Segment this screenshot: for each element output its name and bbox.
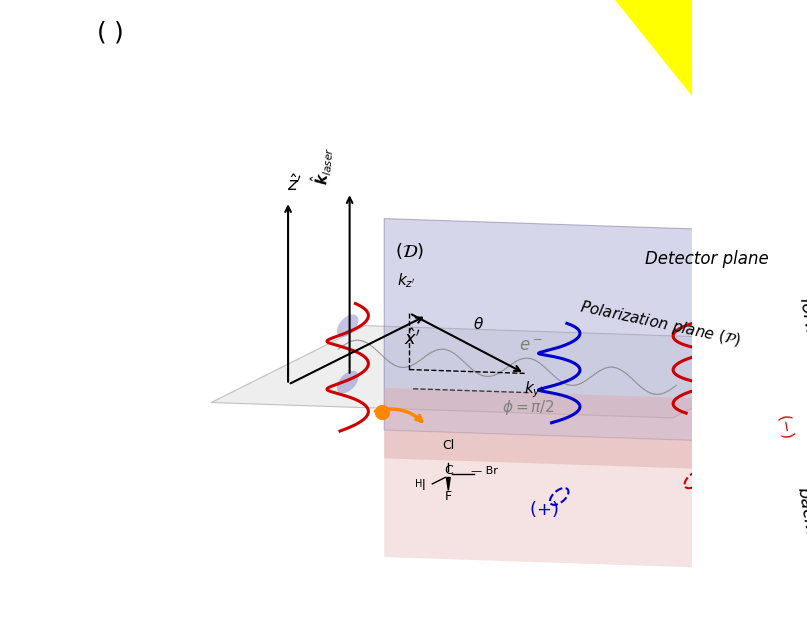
- Polygon shape: [337, 371, 358, 394]
- Text: $\hat{x}'$: $\hat{x}'$: [404, 328, 420, 349]
- Text: $\hat{z}'$: $\hat{z}'$: [287, 174, 302, 195]
- Text: $(-)$: $(-)$: [775, 412, 797, 440]
- Text: $\theta$: $\theta$: [474, 316, 484, 332]
- Text: forward: forward: [795, 297, 807, 369]
- Polygon shape: [211, 326, 807, 418]
- Text: Cl: Cl: [442, 438, 454, 452]
- Text: C: C: [444, 464, 453, 478]
- Polygon shape: [384, 430, 807, 572]
- Text: $(+)$: $(+)$: [529, 499, 558, 519]
- Text: Detector plane: Detector plane: [646, 250, 769, 268]
- Text: — Br: — Br: [470, 466, 498, 476]
- Text: Polarization plane $(\mathcal{P})$: Polarization plane $(\mathcal{P})$: [578, 297, 742, 350]
- Text: $k_{y'}$: $k_{y'}$: [525, 379, 544, 400]
- Text: backward: backward: [793, 486, 807, 574]
- Text: $(\mathcal{D})$: $(\mathcal{D})$: [395, 241, 424, 261]
- Text: F: F: [445, 490, 452, 503]
- Text: $\hat{\boldsymbol{k}}_{laser}$: $\hat{\boldsymbol{k}}_{laser}$: [309, 145, 337, 186]
- Text: $e^-$: $e^-$: [519, 337, 542, 355]
- Text: $\phi=\pi/2$: $\phi=\pi/2$: [502, 398, 555, 417]
- Polygon shape: [615, 0, 692, 96]
- Polygon shape: [384, 219, 769, 443]
- Text: $k_{z'}$: $k_{z'}$: [396, 271, 416, 290]
- Text: $(\ )$: $(\ )$: [96, 19, 123, 46]
- Polygon shape: [337, 315, 358, 337]
- Polygon shape: [446, 478, 450, 490]
- Polygon shape: [384, 388, 807, 473]
- Text: H$\mathbf{|}$: H$\mathbf{|}$: [414, 477, 426, 492]
